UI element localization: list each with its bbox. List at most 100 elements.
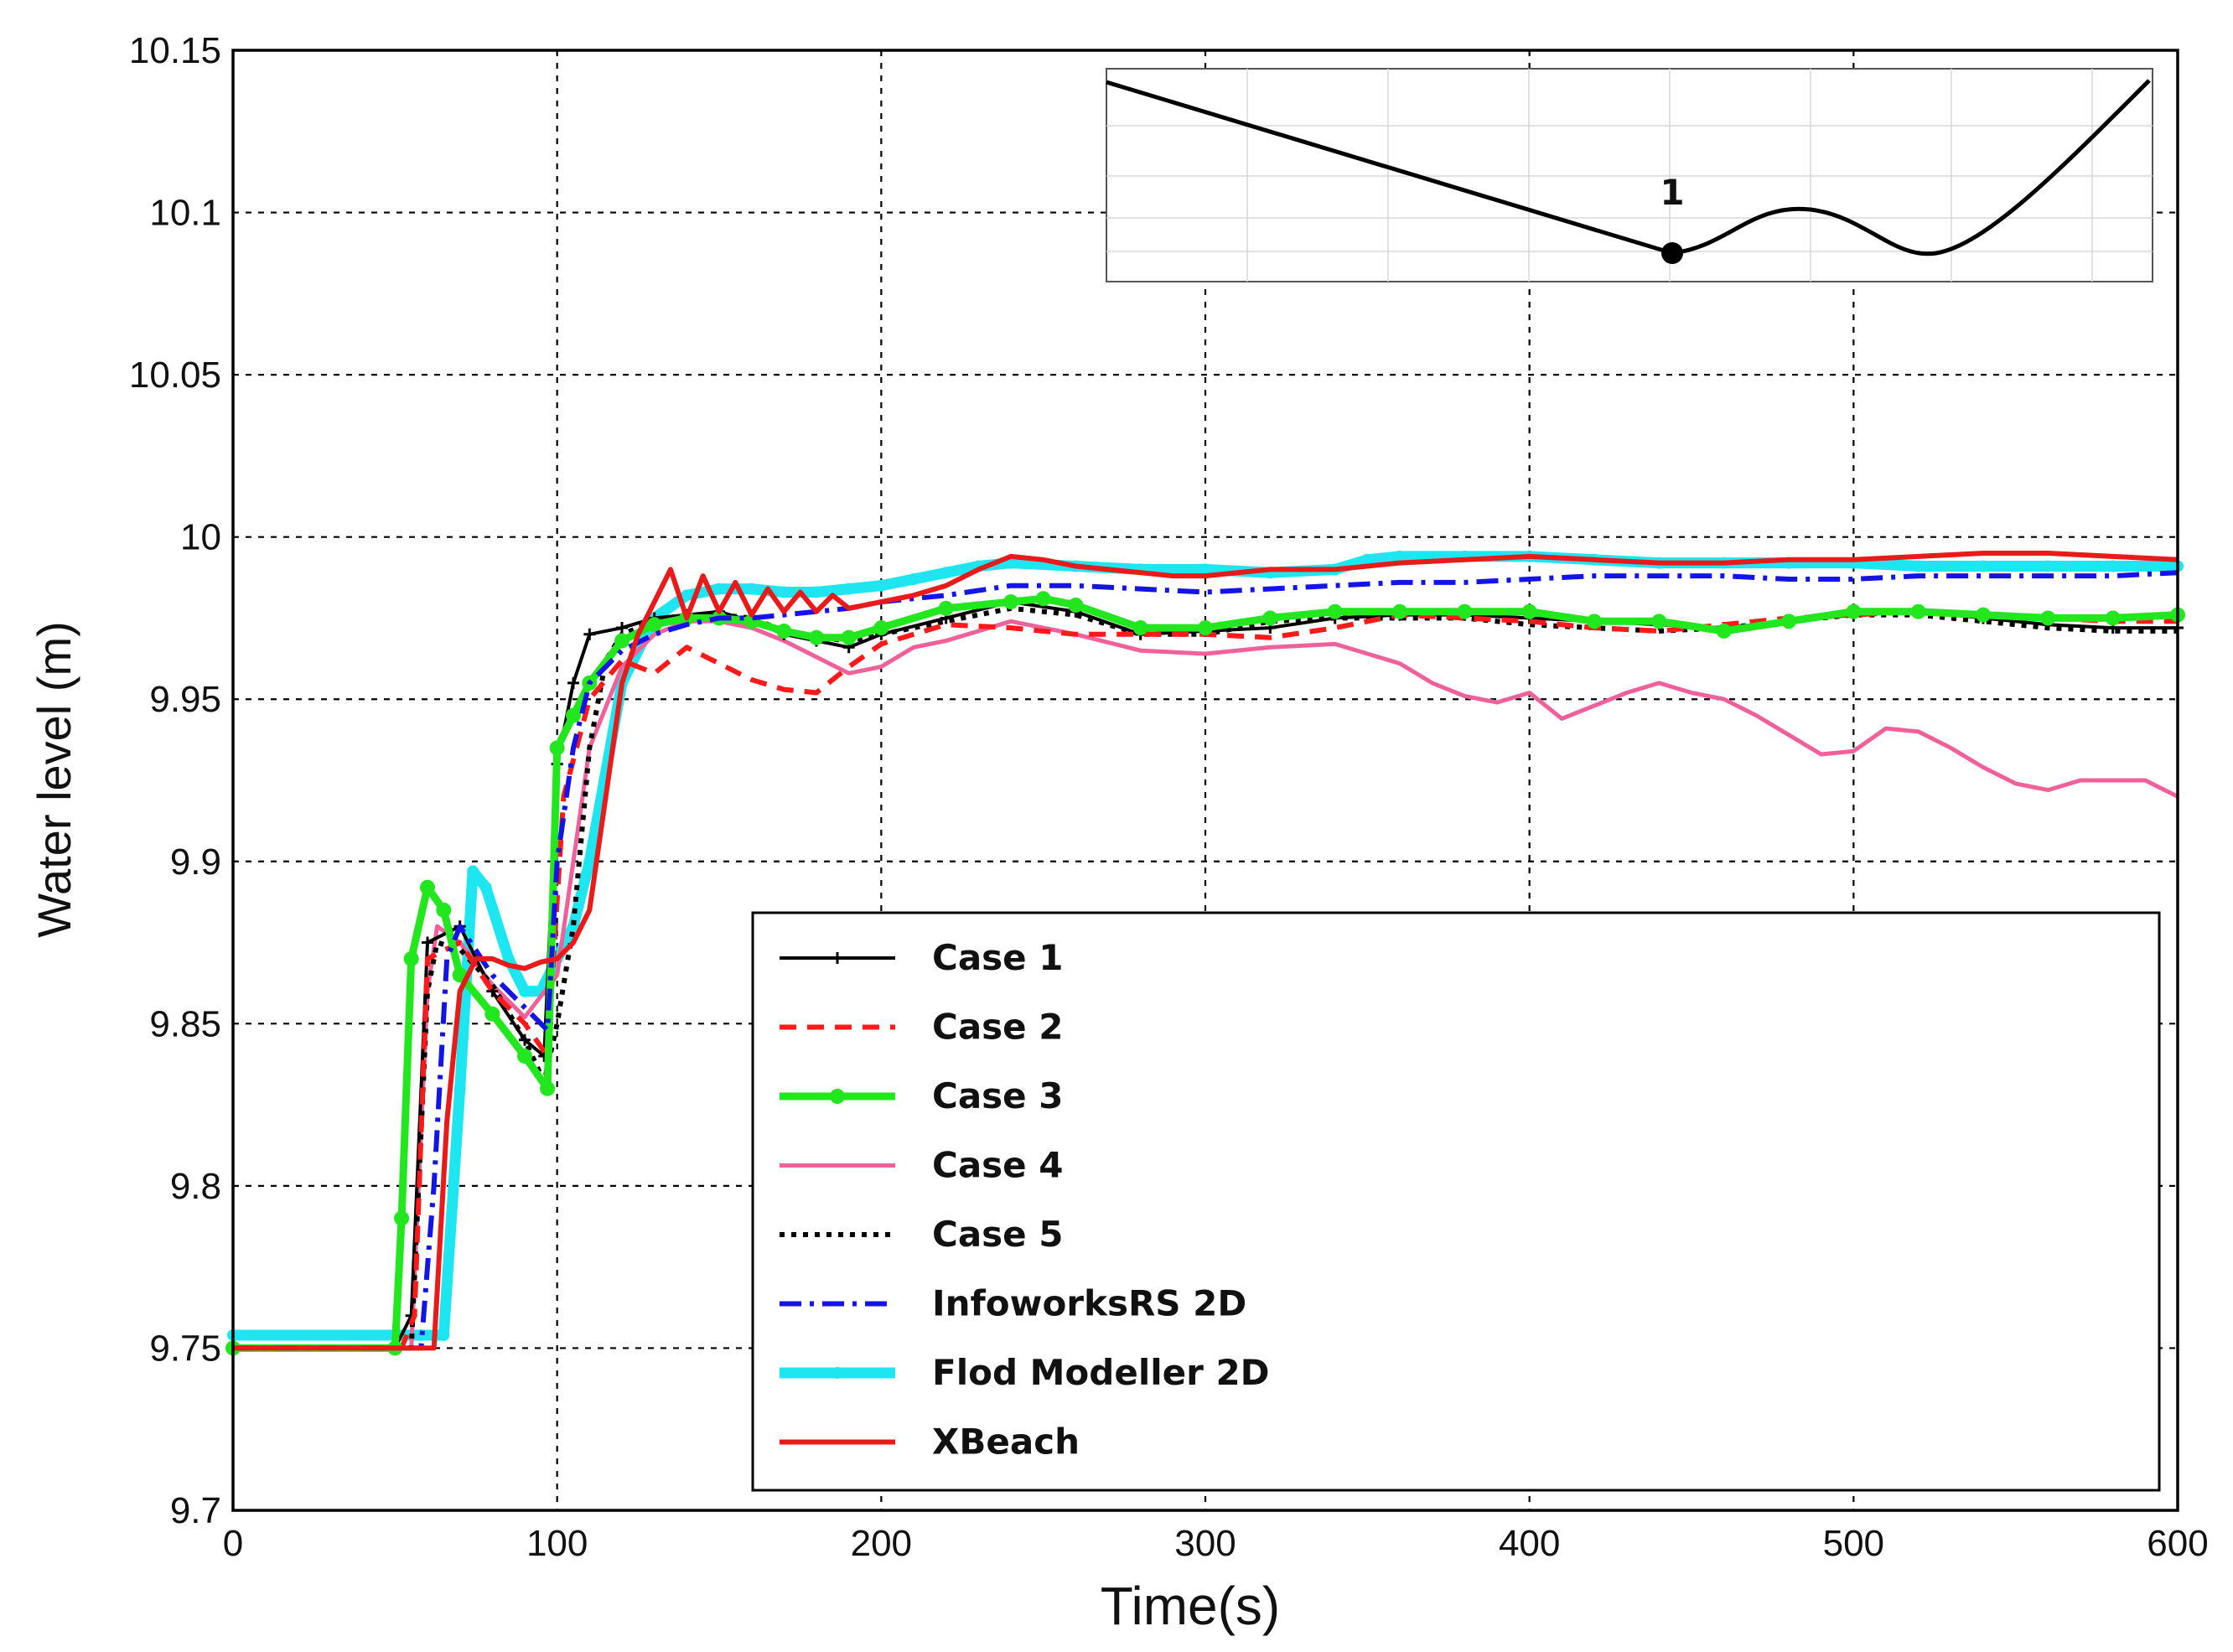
series-line-infoworksrs-2d bbox=[233, 570, 2179, 1351]
y-tick-label: 10 bbox=[180, 517, 221, 558]
x-axis-title: Time(s) bbox=[1101, 1576, 1280, 1636]
legend-entry-case-4: Case 4 bbox=[780, 1145, 1064, 1186]
legend-entry-case-5: Case 5 bbox=[780, 1214, 1064, 1255]
data-point-flod-modeller-2d bbox=[1977, 560, 1989, 572]
y-tick-label: 10.05 bbox=[129, 355, 221, 396]
data-point-flod-modeller-2d bbox=[1394, 550, 1406, 562]
data-point-flod-modeller-2d bbox=[479, 881, 492, 893]
legend-entry-case-2: Case 2 bbox=[780, 1007, 1064, 1048]
y-tick-label: 10.1 bbox=[149, 193, 221, 234]
plot-frame bbox=[231, 49, 2179, 1512]
series-layer bbox=[225, 550, 2185, 1356]
inset-marker bbox=[1661, 242, 1683, 264]
data-point-flod-modeller-2d bbox=[875, 579, 888, 592]
data-point-case-3 bbox=[517, 1049, 532, 1064]
data-point-case-3 bbox=[1846, 603, 1862, 619]
x-tick-label: 300 bbox=[1174, 1523, 1236, 1564]
data-point-case-3 bbox=[1781, 614, 1796, 629]
data-point-flod-modeller-2d bbox=[778, 586, 790, 598]
data-point-case-1 bbox=[616, 622, 628, 634]
data-point-case-3 bbox=[1716, 623, 1732, 639]
data-point-flod-modeller-2d bbox=[567, 920, 579, 933]
data-point-case-3 bbox=[841, 629, 857, 645]
data-point-case-3 bbox=[436, 902, 452, 918]
data-point-flod-modeller-2d bbox=[583, 855, 596, 867]
x-tick-label: 400 bbox=[1499, 1523, 1560, 1564]
inset-profile-line bbox=[1106, 79, 2151, 256]
legend-label: InfoworksRS 2D bbox=[932, 1283, 1246, 1324]
series-xbeach bbox=[233, 551, 2179, 1351]
data-point-flod-modeller-2d bbox=[2042, 560, 2054, 572]
series-line-xbeach bbox=[233, 551, 2179, 1351]
legend-label: XBeach bbox=[932, 1422, 1080, 1463]
data-point-flod-modeller-2d bbox=[745, 583, 758, 595]
data-point-case-3 bbox=[549, 740, 565, 756]
legend-entry-case-3: Case 3 bbox=[780, 1075, 1064, 1116]
legend-swatch-marker bbox=[830, 1089, 845, 1104]
data-point-case-1 bbox=[422, 936, 433, 949]
data-point-flod-modeller-2d bbox=[1361, 553, 1374, 566]
legend-box bbox=[751, 911, 2161, 1492]
legend-entry-infoworksrs-2d: InfoworksRS 2D bbox=[780, 1283, 1246, 1324]
data-point-case-3 bbox=[1327, 603, 1343, 619]
legend-entry-flod-modeller-2d: Flod Modeller 2D bbox=[780, 1352, 1270, 1393]
y-tick-label: 9.85 bbox=[149, 1003, 221, 1044]
location-inset: 1 bbox=[1106, 68, 2153, 282]
data-point-case-3 bbox=[1457, 603, 1473, 619]
inset-marker-label: 1 bbox=[1660, 172, 1684, 213]
y-tick-label: 9.95 bbox=[149, 679, 221, 720]
data-point-flod-modeller-2d bbox=[519, 985, 531, 997]
data-point-flod-modeller-2d bbox=[940, 567, 952, 579]
data-point-flod-modeller-2d bbox=[681, 589, 693, 602]
legend-label: Case 3 bbox=[932, 1075, 1064, 1116]
data-point-case-3 bbox=[1035, 591, 1051, 607]
inset-grid bbox=[1106, 69, 2153, 282]
data-point-case-3 bbox=[873, 620, 889, 636]
data-point-case-3 bbox=[394, 1210, 410, 1226]
x-tick-label: 200 bbox=[851, 1523, 912, 1564]
data-point-case-3 bbox=[2040, 610, 2056, 626]
y-tick-label: 9.8 bbox=[170, 1166, 221, 1207]
data-point-case-3 bbox=[484, 1006, 500, 1022]
y-tick-label: 9.7 bbox=[170, 1490, 221, 1531]
data-point-case-3 bbox=[776, 623, 792, 639]
x-tick-labels: 0 100 200 300 400 500 600 bbox=[223, 1523, 2209, 1564]
legend-entry-case-1: Case 1 bbox=[780, 937, 1064, 978]
data-point-case-3 bbox=[1651, 614, 1667, 629]
data-point-case-3 bbox=[420, 879, 435, 895]
data-point-flod-modeller-2d bbox=[842, 583, 855, 595]
legend-swatch-marker bbox=[832, 952, 843, 964]
data-point-case-3 bbox=[1068, 597, 1084, 613]
data-point-case-3 bbox=[1976, 607, 1991, 623]
data-point-flod-modeller-2d bbox=[453, 1082, 466, 1095]
data-point-case-3 bbox=[540, 1080, 556, 1096]
data-point-case-3 bbox=[1910, 603, 1926, 619]
legend-entry-xbeach: XBeach bbox=[780, 1422, 1080, 1463]
y-axis-title: Water level (m) bbox=[28, 621, 80, 938]
data-point-case-3 bbox=[1262, 610, 1278, 626]
series-line-case-4 bbox=[233, 619, 2179, 1350]
series-infoworksrs-2d bbox=[233, 570, 2179, 1351]
legend-swatch-marker bbox=[832, 1367, 843, 1379]
legend: Case 1 Case 2 Case 3 Case 4 Case 5 InfoworksR… bbox=[751, 911, 2161, 1492]
data-point-flod-modeller-2d bbox=[467, 865, 479, 878]
data-point-case-3 bbox=[938, 600, 954, 616]
data-point-flod-modeller-2d bbox=[1912, 560, 1925, 572]
legend-entries: Case 1 Case 2 Case 3 Case 4 Case 5 InfoworksR… bbox=[780, 937, 1270, 1463]
legend-label: Case 1 bbox=[932, 937, 1064, 978]
legend-label: Case 4 bbox=[932, 1145, 1064, 1186]
legend-label: Case 2 bbox=[932, 1007, 1064, 1048]
data-point-flod-modeller-2d bbox=[811, 586, 822, 598]
y-tick-label: 9.9 bbox=[170, 842, 221, 883]
data-point-case-3 bbox=[1132, 620, 1148, 636]
x-tick-label: 600 bbox=[2147, 1523, 2208, 1564]
data-point-case-3 bbox=[614, 633, 629, 649]
data-point-case-3 bbox=[403, 950, 419, 966]
data-point-flod-modeller-2d bbox=[1199, 563, 1211, 576]
data-point-flod-modeller-2d bbox=[908, 572, 920, 585]
inset-frame bbox=[1106, 68, 2153, 282]
legend-label: Flod Modeller 2D bbox=[932, 1352, 1270, 1393]
data-point-flod-modeller-2d bbox=[2106, 560, 2119, 572]
data-point-case-3 bbox=[566, 707, 581, 723]
